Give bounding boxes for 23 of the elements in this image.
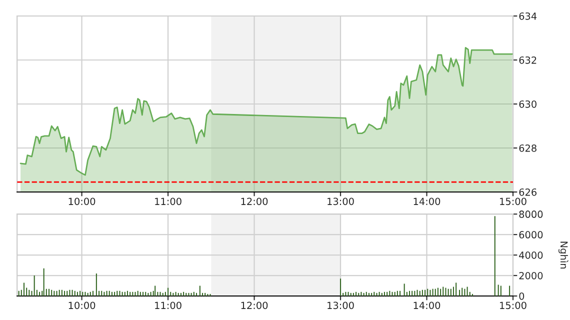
- y-tick-label: 628: [519, 144, 536, 152]
- y-axis-title: Nghìn: [558, 242, 568, 268]
- y-tick-label: 4000: [519, 252, 543, 259]
- y-tick-label: 6000: [519, 231, 543, 238]
- x-tick-label: 15:00: [500, 302, 526, 310]
- y-tick-label: 634: [519, 12, 537, 20]
- x-tick-label: 13:00: [328, 198, 354, 206]
- y-tick-label: 626: [519, 188, 536, 196]
- x-tick-label: 10:00: [68, 198, 96, 206]
- y-tick-label: 632: [519, 56, 536, 64]
- y-tick-label: 2000: [519, 272, 543, 280]
- x-tick-label: 11:00: [155, 198, 182, 206]
- x-tick-label: 11:00: [155, 302, 182, 310]
- x-tick-label: 14:00: [414, 198, 440, 206]
- y-tick-label: 630: [519, 100, 536, 108]
- x-tick-label: 15:00: [500, 198, 526, 206]
- x-tick-label: 12:00: [241, 198, 268, 206]
- x-tick-label: 14:00: [414, 302, 440, 310]
- y-tick-label: 8000: [519, 210, 543, 218]
- y-tick-label: 0: [519, 292, 524, 300]
- x-tick-label: 10:00: [68, 302, 96, 310]
- x-tick-label: 13:00: [328, 302, 354, 310]
- x-tick-label: 12:00: [241, 302, 268, 310]
